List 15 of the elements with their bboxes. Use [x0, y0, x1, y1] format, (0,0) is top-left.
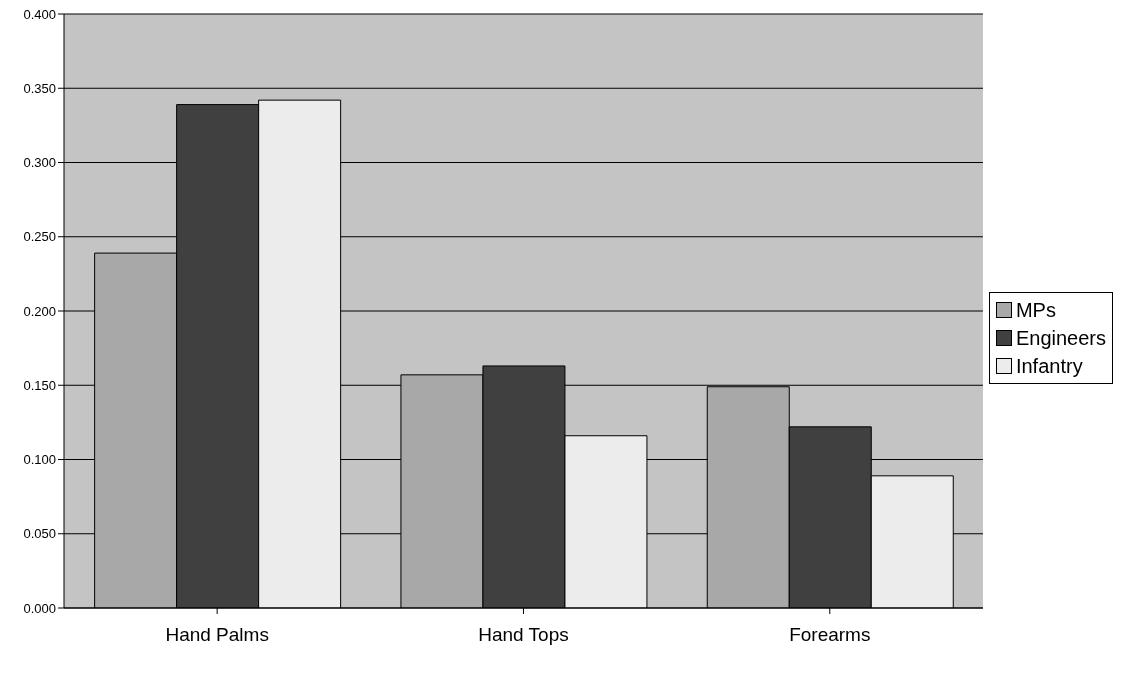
y-tick-label: 0.300: [23, 155, 56, 171]
y-tick-label: 0.100: [23, 452, 56, 468]
y-tick-label: 0.150: [23, 377, 56, 393]
y-tick-label: 0.000: [23, 600, 56, 616]
y-tick-label: 0.400: [23, 6, 56, 22]
legend-label: Infantry: [1015, 354, 1083, 379]
legend-label: Engineers: [1015, 326, 1106, 351]
x-tick-label: Hand Palms: [165, 624, 269, 646]
legend-label: MPs: [1015, 298, 1056, 323]
x-tick-label: Forearms: [789, 624, 871, 646]
y-tick-label: 0.050: [23, 526, 56, 542]
y-tick-label: 0.350: [23, 80, 56, 96]
y-tick-label: 0.250: [23, 229, 56, 245]
x-tick-label: Hand Tops: [478, 624, 569, 646]
y-tick-label: 0.200: [23, 303, 56, 319]
